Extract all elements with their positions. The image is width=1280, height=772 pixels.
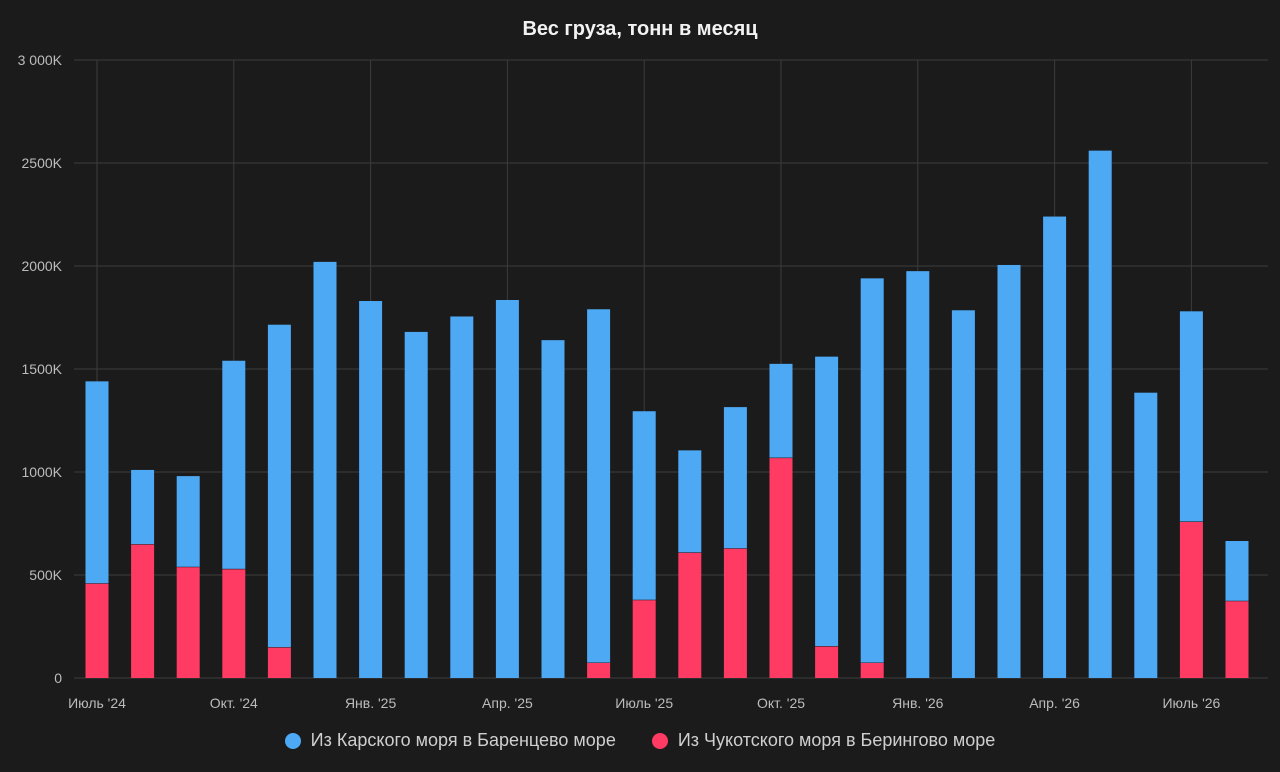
x-tick-label: Июль '26 xyxy=(1162,695,1220,711)
bar-segment-chukchi[interactable] xyxy=(267,647,291,678)
bar-segment-chukchi[interactable] xyxy=(678,552,702,678)
bar-segment-kara[interactable] xyxy=(860,278,884,663)
x-tick-label: Янв. '26 xyxy=(892,695,944,711)
bar-segment-chukchi[interactable] xyxy=(1225,600,1249,678)
x-tick-label: Окт. '24 xyxy=(210,695,258,711)
bar-segment-kara[interactable] xyxy=(1179,311,1203,522)
bar-segment-kara[interactable] xyxy=(1134,392,1158,678)
bar-segment-chukchi[interactable] xyxy=(1179,521,1203,678)
bar-segment-chukchi[interactable] xyxy=(587,662,611,678)
bar-segment-chukchi[interactable] xyxy=(222,568,246,678)
x-tick-label: Апр. '25 xyxy=(482,695,533,711)
bar-segment-chukchi[interactable] xyxy=(131,544,155,678)
bar-segment-chukchi[interactable] xyxy=(85,583,109,678)
bar-segment-kara[interactable] xyxy=(769,363,793,458)
y-tick-label: 1500K xyxy=(22,361,63,377)
bar-segment-chukchi[interactable] xyxy=(176,566,200,678)
bar-segment-kara[interactable] xyxy=(1088,150,1112,678)
x-tick-label: Апр. '26 xyxy=(1029,695,1080,711)
chart-title: Вес груза, тонн в месяц xyxy=(522,18,758,40)
bar-segment-chukchi[interactable] xyxy=(860,662,884,678)
x-tick-label: Июль '24 xyxy=(68,695,126,711)
bar-segment-kara[interactable] xyxy=(1225,541,1249,601)
bar-segment-kara[interactable] xyxy=(176,476,200,567)
y-tick-label: 500K xyxy=(29,567,62,583)
x-tick-label: Окт. '25 xyxy=(757,695,805,711)
bar-segment-kara[interactable] xyxy=(85,381,109,584)
bar-segment-kara[interactable] xyxy=(906,271,930,678)
bar-segment-kara[interactable] xyxy=(222,360,246,569)
bar-segment-kara[interactable] xyxy=(359,301,383,678)
y-tick-label: 0 xyxy=(54,670,62,686)
bars-layer xyxy=(85,150,1249,678)
bar-segment-kara[interactable] xyxy=(678,450,702,553)
y-tick-label: 1000K xyxy=(22,464,63,480)
legend-item[interactable]: Из Карского моря в Баренцево море xyxy=(284,730,616,751)
bar-segment-kara[interactable] xyxy=(495,299,519,678)
x-axis: Июль '24 Окт. '24 Янв. '25 Апр. '25 Июль '25… xyxy=(68,695,1220,711)
legend-label: Из Карского моря в Баренцево море xyxy=(310,730,616,750)
bar-segment-kara[interactable] xyxy=(723,407,747,549)
y-axis: 0 500K 1000K 1500K 2000K 2500K 3 000K xyxy=(18,52,63,686)
bar-segment-kara[interactable] xyxy=(815,356,839,647)
bar-segment-kara[interactable] xyxy=(632,411,656,600)
bar-segment-kara[interactable] xyxy=(404,331,428,678)
bar-segment-kara[interactable] xyxy=(131,469,155,545)
legend-label: Из Чукотского моря в Берингово море xyxy=(677,730,996,750)
x-tick-label: Июль '25 xyxy=(615,695,673,711)
bar-segment-kara[interactable] xyxy=(450,316,474,678)
y-tick-label: 3 000K xyxy=(18,52,63,68)
legend: Из Карского моря в Баренцево море Из Чуко… xyxy=(0,730,1280,751)
bar-segment-kara[interactable] xyxy=(997,264,1021,678)
bar-segment-chukchi[interactable] xyxy=(632,599,656,678)
legend-item[interactable]: Из Чукотского моря в Берингово море xyxy=(651,730,996,751)
x-tick-label: Янв. '25 xyxy=(345,695,397,711)
bar-segment-chukchi[interactable] xyxy=(769,457,793,678)
bar-segment-kara[interactable] xyxy=(587,309,611,663)
y-tick-label: 2000K xyxy=(22,258,63,274)
bar-segment-chukchi[interactable] xyxy=(723,548,747,678)
bar-segment-kara[interactable] xyxy=(267,324,291,648)
legend-marker-icon xyxy=(284,732,301,749)
y-tick-label: 2500K xyxy=(22,155,63,171)
bar-segment-kara[interactable] xyxy=(313,261,337,678)
bar-segment-kara[interactable] xyxy=(1043,216,1067,678)
bar-segment-chukchi[interactable] xyxy=(815,646,839,678)
bar-segment-kara[interactable] xyxy=(951,310,975,678)
bar-segment-kara[interactable] xyxy=(541,340,565,678)
legend-marker-icon xyxy=(651,732,668,749)
